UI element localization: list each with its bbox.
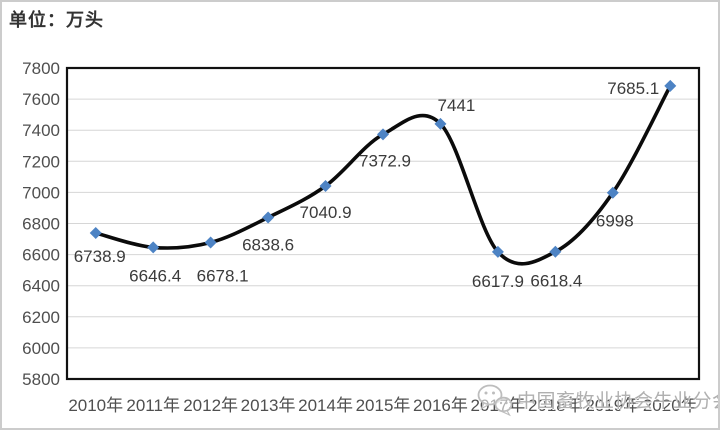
y-tick-label: 5800 xyxy=(22,370,60,389)
x-axis-labels: 2010年 2011年 2012年 2013年 2014年 2015年 2016年 2017年… xyxy=(68,396,697,415)
x-tick-label: 2013年 xyxy=(241,396,296,415)
y-tick-label: 6400 xyxy=(22,277,60,296)
data-point-marker xyxy=(606,186,619,199)
y-tick-label: 7000 xyxy=(22,183,60,202)
data-point-marker xyxy=(204,236,217,249)
y-tick-label: 6200 xyxy=(22,308,60,327)
unit-label: 单位：万头 xyxy=(9,10,104,30)
y-tick-label: 7200 xyxy=(22,152,60,171)
y-tick-label: 7800 xyxy=(22,59,60,78)
y-tick-label: 7400 xyxy=(22,121,60,140)
gridlines xyxy=(68,98,698,349)
data-point-marker xyxy=(262,211,275,224)
data-point-label: 6646.4 xyxy=(129,266,181,285)
data-point-markers xyxy=(89,79,677,258)
y-axis-labels: 5800 6000 6200 6400 6600 6800 7000 7200 7400 7600… xyxy=(22,59,60,389)
y-tick-label: 6600 xyxy=(22,246,60,265)
data-point-label: 7441 xyxy=(438,96,476,115)
data-point-marker xyxy=(89,227,102,240)
x-tick-label: 2011年 xyxy=(126,396,180,415)
data-point-marker xyxy=(377,128,389,141)
data-point-label: 6838.6 xyxy=(242,235,294,254)
y-tick-label: 7600 xyxy=(22,90,60,109)
x-tick-label: 2014年 xyxy=(298,396,353,415)
x-tick-label: 2020年 xyxy=(643,396,698,415)
data-point-label: 6618.4 xyxy=(530,272,582,291)
data-point-marker xyxy=(434,117,447,130)
x-tick-label: 2012年 xyxy=(183,396,238,415)
x-tick-label: 2010年 xyxy=(68,396,123,415)
x-tick-label: 2019年 xyxy=(585,396,640,415)
data-point-label: 6738.9 xyxy=(74,247,126,266)
y-tick-label: 6000 xyxy=(22,339,60,358)
data-point-label: 7372.9 xyxy=(359,151,411,170)
x-tick-label: 2018年 xyxy=(528,396,583,415)
data-point-marker xyxy=(147,241,160,254)
data-point-label: 6998 xyxy=(596,212,634,231)
data-point-marker xyxy=(664,79,677,92)
x-tick-label: 2015年 xyxy=(356,396,411,415)
data-point-label: 7040.9 xyxy=(300,203,352,222)
x-tick-label: 2016年 xyxy=(413,396,468,415)
plot-border xyxy=(65,66,701,381)
data-point-marker xyxy=(549,245,562,258)
y-tick-label: 6800 xyxy=(22,215,60,234)
series-line xyxy=(93,84,673,266)
data-point-label: 6678.1 xyxy=(197,266,249,285)
x-tick-label: 2017年 xyxy=(470,396,525,415)
data-point-label: 6617.9 xyxy=(472,272,524,291)
data-point-label: 7685.1 xyxy=(607,79,659,98)
data-point-marker xyxy=(491,245,504,258)
data-point-marker xyxy=(319,180,332,193)
